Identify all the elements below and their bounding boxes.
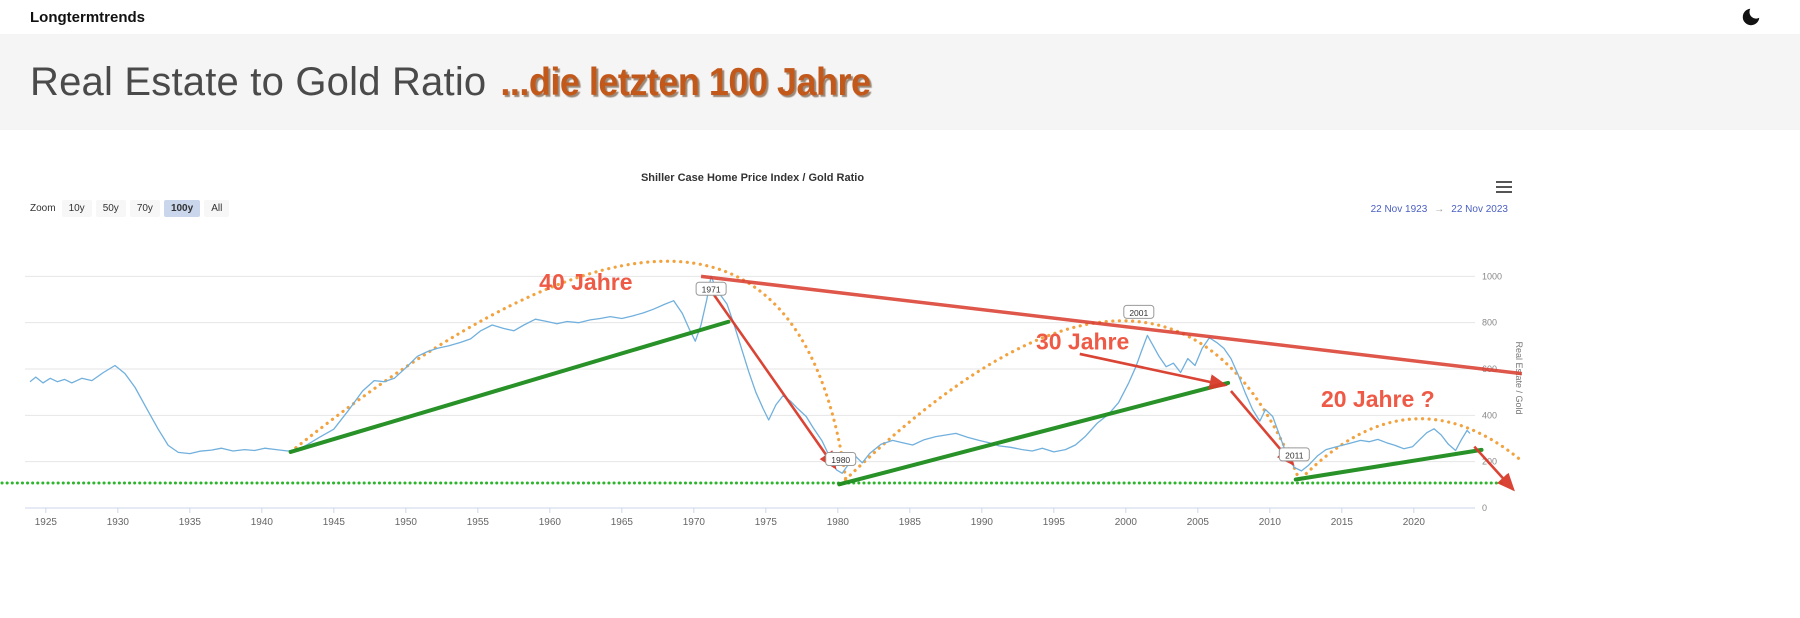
x-tick-label: 1990 <box>971 517 994 528</box>
page-title-annotation: ...die letzten 100 Jahre <box>500 59 871 104</box>
year-flag-label: 1971 <box>702 285 721 295</box>
cycle-arc <box>839 319 1301 486</box>
zoom-label: Zoom <box>30 203 56 214</box>
year-flag <box>1123 304 1155 319</box>
range-button-10y[interactable]: 10y <box>61 200 92 217</box>
page-title: Real Estate to Gold Ratio <box>30 59 487 104</box>
uptrend-line <box>837 380 1231 487</box>
page-header: Real Estate to Gold Ratio ...die letzten… <box>0 34 1800 130</box>
x-tick-label: 2020 <box>1403 517 1426 528</box>
y-tick-label: 0 <box>1482 503 1487 513</box>
chart-container: Shiller Case Home Price Index / Gold Rat… <box>0 150 1560 550</box>
cycle-arc <box>1299 417 1521 480</box>
cycle-label: 30 Jahre <box>1036 328 1129 354</box>
year-flag-label: 2001 <box>1129 308 1148 318</box>
x-tick-label: 2005 <box>1187 517 1210 528</box>
uptrend-line <box>1293 447 1484 482</box>
x-tick-label: 1935 <box>179 517 202 528</box>
x-tick-label: 1955 <box>467 517 490 528</box>
range-button-70y[interactable]: 70y <box>129 200 160 217</box>
uptrend-line <box>288 319 731 454</box>
down-arrow <box>712 294 837 470</box>
x-tick-label: 1925 <box>35 517 58 528</box>
x-tick-label: 1980 <box>827 517 850 528</box>
year-flag <box>695 281 727 296</box>
x-tick-label: 2010 <box>1259 517 1282 528</box>
y-tick-label: 1000 <box>1482 271 1502 281</box>
resistance-line <box>700 274 1523 376</box>
x-tick-label: 1965 <box>611 517 634 528</box>
x-tick-label: 1975 <box>755 517 778 528</box>
moon-icon[interactable] <box>1740 6 1762 28</box>
y-tick-label: 400 <box>1482 410 1497 420</box>
range-button-100y[interactable]: 100y <box>163 200 201 217</box>
year-flag <box>1278 447 1310 462</box>
brand-logo[interactable]: Longtermtrends <box>30 8 146 26</box>
x-tick-label: 1950 <box>395 517 418 528</box>
chart-svg[interactable]: 0200400600800100019251930193519401945195… <box>0 222 1560 537</box>
series-line <box>29 275 1471 474</box>
x-tick-label: 2015 <box>1331 517 1354 528</box>
date-range: 22 Nov 1923 → 22 Nov 2023 <box>1371 204 1508 215</box>
chart-title: Shiller Case Home Price Index / Gold Rat… <box>640 172 865 184</box>
x-tick-label: 1940 <box>251 517 274 528</box>
range-button-all[interactable]: All <box>204 200 230 217</box>
x-tick-label: 2000 <box>1115 517 1138 528</box>
cycle-label: 20 Jahre ? <box>1321 386 1435 412</box>
date-to-input[interactable]: 22 Nov 2023 <box>1451 204 1508 215</box>
down-arrow <box>1079 352 1228 390</box>
range-buttons: 10y 50y 70y 100y All <box>61 200 230 217</box>
x-tick-label: 1995 <box>1043 517 1066 528</box>
x-tick-label: 1930 <box>107 517 130 528</box>
x-tick-label: 1970 <box>683 517 706 528</box>
year-flag-label: 2011 <box>1285 450 1304 460</box>
range-button-50y[interactable]: 50y <box>95 200 126 217</box>
year-flag-label: 1980 <box>831 455 850 465</box>
chart-menu-icon[interactable] <box>1496 181 1512 196</box>
x-tick-label: 1985 <box>899 517 922 528</box>
y-tick-label: 800 <box>1482 318 1497 328</box>
cycle-label: 40 Jahre <box>539 269 632 295</box>
navbar: Longtermtrends <box>0 0 1800 34</box>
date-range-arrow: → <box>1434 204 1445 215</box>
range-toolbar: Zoom 10y 50y 70y 100y All <box>30 200 230 217</box>
x-tick-label: 1945 <box>323 517 346 528</box>
moon-crescent-shape <box>1742 8 1760 26</box>
x-tick-label: 1960 <box>539 517 562 528</box>
date-from-input[interactable]: 22 Nov 1923 <box>1370 204 1428 215</box>
year-flag <box>825 452 857 467</box>
cycle-arc <box>289 259 849 486</box>
down-arrow <box>1473 445 1515 492</box>
y-axis-title: Real Estate / Gold <box>1514 341 1524 414</box>
